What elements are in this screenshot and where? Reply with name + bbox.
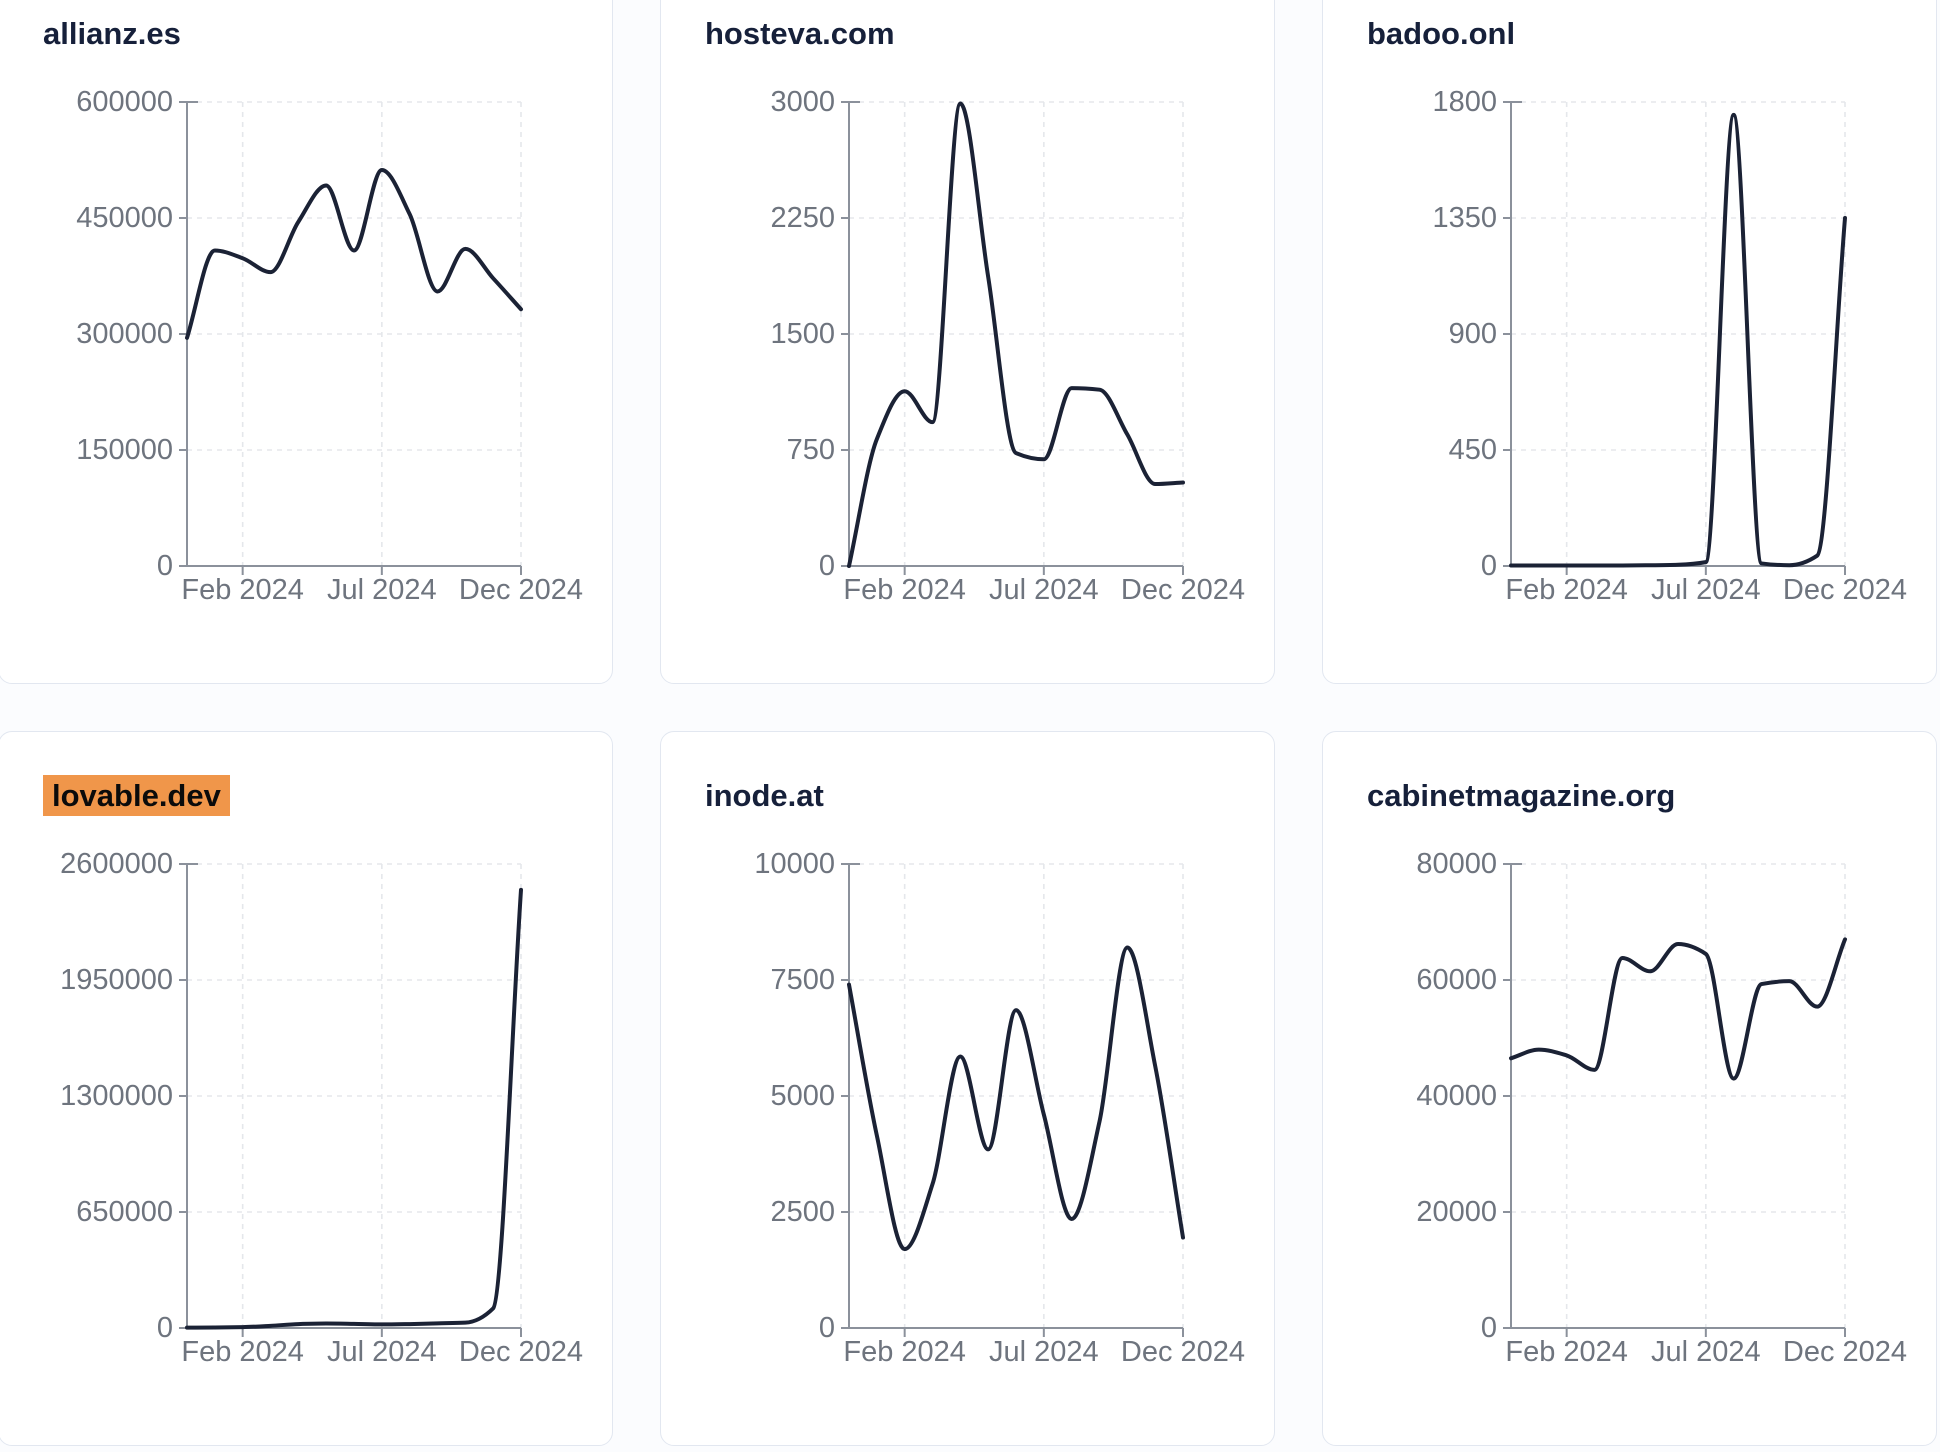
svg-text:Jul 2024: Jul 2024: [989, 574, 1099, 606]
svg-text:Jul 2024: Jul 2024: [327, 574, 437, 606]
axes: [841, 863, 1184, 1337]
gridlines: [187, 101, 522, 566]
svg-text:40000: 40000: [1416, 1080, 1497, 1112]
data-line: [847, 945, 1185, 1252]
x-axis-labels: Feb 2024 Jul 2024 Dec 2024: [181, 1336, 583, 1368]
line-chart: 0 2500 5000 7500 10000 Feb 2024 Jul 2024 Dec 20…: [754, 848, 1245, 1368]
svg-text:1800: 1800: [1432, 86, 1497, 118]
line-chart: 0 150000 300000 450000 600000 Feb 2024 Jul 202…: [76, 86, 583, 606]
svg-text:2250: 2250: [770, 202, 835, 234]
x-axis-labels: Feb 2024 Jul 2024 Dec 2024: [843, 1336, 1245, 1368]
x-axis-labels: Feb 2024 Jul 2024 Dec 2024: [181, 574, 583, 606]
svg-text:Jul 2024: Jul 2024: [989, 1336, 1099, 1368]
data-line: [1509, 937, 1847, 1081]
svg-text:Dec 2024: Dec 2024: [1783, 574, 1907, 606]
y-axis-labels: 0 20000 40000 60000 80000: [1416, 848, 1497, 1344]
svg-text:60000: 60000: [1416, 964, 1497, 996]
chart-card-allianz-es[interactable]: allianz.es 0 150000 300000 450000 600000 Feb …: [0, 0, 613, 684]
chart-title: cabinetmagazine.org: [1367, 778, 1676, 813]
chart-title-highlighted: lovable.dev: [43, 775, 230, 816]
svg-text:Jul 2024: Jul 2024: [1651, 574, 1761, 606]
svg-text:7500: 7500: [770, 964, 835, 996]
svg-text:1300000: 1300000: [60, 1080, 173, 1112]
data-line: [185, 887, 523, 1330]
svg-text:10000: 10000: [754, 848, 835, 880]
line-chart: 0 650000 1300000 1950000 2600000 Feb 2024 Jul …: [60, 848, 583, 1368]
x-axis-labels: Feb 2024 Jul 2024 Dec 2024: [843, 574, 1245, 606]
chart-title: inode.at: [705, 778, 824, 813]
svg-text:Feb 2024: Feb 2024: [843, 1336, 966, 1368]
svg-text:Jul 2024: Jul 2024: [1651, 1336, 1761, 1368]
gridlines: [1511, 101, 1846, 566]
axes: [179, 101, 522, 575]
chart-card-lovable-dev[interactable]: lovable.dev 0 650000 1300000 1950000 2600000…: [0, 731, 613, 1446]
line-chart: 0 450 900 1350 1800 Feb 2024 Jul 2024 Dec 2024: [1432, 86, 1907, 606]
svg-text:Jul 2024: Jul 2024: [327, 1336, 437, 1368]
svg-text:650000: 650000: [76, 1196, 173, 1228]
svg-text:Feb 2024: Feb 2024: [1505, 574, 1628, 606]
svg-text:450000: 450000: [76, 202, 173, 234]
svg-text:0: 0: [1481, 550, 1497, 582]
svg-text:Feb 2024: Feb 2024: [843, 574, 966, 606]
line-chart: 0 750 1500 2250 3000 Feb 2024 Jul 2024 Dec 2024: [770, 86, 1245, 606]
title-highlight: lovable.dev: [43, 775, 230, 816]
svg-text:0: 0: [819, 550, 835, 582]
svg-text:3000: 3000: [770, 86, 835, 118]
y-axis-labels: 0 2500 5000 7500 10000: [754, 848, 835, 1344]
svg-text:Feb 2024: Feb 2024: [181, 1336, 304, 1368]
y-axis-labels: 0 650000 1300000 1950000 2600000: [60, 848, 173, 1344]
chart-title: allianz.es: [43, 16, 181, 51]
chart-title: hosteva.com: [705, 16, 895, 51]
chart-title: badoo.onl: [1367, 16, 1516, 51]
svg-text:0: 0: [1481, 1312, 1497, 1344]
svg-text:150000: 150000: [76, 434, 173, 466]
y-axis-labels: 0 450 900 1350 1800: [1432, 86, 1497, 582]
svg-text:1350: 1350: [1432, 202, 1497, 234]
svg-text:0: 0: [819, 1312, 835, 1344]
svg-text:900: 900: [1449, 318, 1497, 350]
svg-text:1500: 1500: [770, 318, 835, 350]
gridlines: [1511, 863, 1846, 1328]
x-axis-labels: Feb 2024 Jul 2024 Dec 2024: [1505, 574, 1907, 606]
chart-card-hosteva-com[interactable]: hosteva.com 0 750 1500 2250 3000 Feb 2024 Jul …: [660, 0, 1275, 684]
svg-text:Dec 2024: Dec 2024: [459, 1336, 583, 1368]
svg-text:5000: 5000: [770, 1080, 835, 1112]
y-axis-labels: 0 150000 300000 450000 600000: [76, 86, 173, 582]
svg-text:450: 450: [1449, 434, 1497, 466]
svg-text:0: 0: [157, 1312, 173, 1344]
x-axis-labels: Feb 2024 Jul 2024 Dec 2024: [1505, 1336, 1907, 1368]
chart-card-inode-at[interactable]: inode.at 0 2500 5000 7500 10000 Feb 2024 Jul 2…: [660, 731, 1275, 1446]
svg-text:Dec 2024: Dec 2024: [1783, 1336, 1907, 1368]
svg-text:Dec 2024: Dec 2024: [1121, 1336, 1245, 1368]
data-line: [847, 101, 1185, 568]
svg-text:Feb 2024: Feb 2024: [181, 574, 304, 606]
svg-text:2600000: 2600000: [60, 848, 173, 880]
data-line: [1509, 112, 1847, 568]
gridlines: [187, 863, 522, 1328]
line-chart: 0 20000 40000 60000 80000 Feb 2024 Jul 2024 Dec…: [1416, 848, 1907, 1368]
data-line: [185, 168, 523, 340]
svg-text:Feb 2024: Feb 2024: [1505, 1336, 1628, 1368]
svg-text:20000: 20000: [1416, 1196, 1497, 1228]
svg-text:80000: 80000: [1416, 848, 1497, 880]
chart-card-badoo-onl[interactable]: badoo.onl 0 450 900 1350 1800 Feb 2024 Jul 202…: [1322, 0, 1937, 684]
axes: [179, 863, 522, 1337]
axes: [1503, 863, 1846, 1337]
y-axis-labels: 0 750 1500 2250 3000: [770, 86, 835, 582]
axes: [1503, 101, 1846, 575]
svg-text:2500: 2500: [770, 1196, 835, 1228]
gridlines: [849, 101, 1184, 566]
svg-text:Dec 2024: Dec 2024: [459, 574, 583, 606]
svg-text:Dec 2024: Dec 2024: [1121, 574, 1245, 606]
svg-text:0: 0: [157, 550, 173, 582]
svg-text:600000: 600000: [76, 86, 173, 118]
svg-text:1950000: 1950000: [60, 964, 173, 996]
gridlines: [849, 863, 1184, 1328]
chart-card-cabinetmagazine-org[interactable]: cabinetmagazine.org 0 20000 40000 60000 8000…: [1322, 731, 1937, 1446]
svg-text:300000: 300000: [76, 318, 173, 350]
svg-text:750: 750: [787, 434, 835, 466]
axes: [841, 101, 1184, 575]
